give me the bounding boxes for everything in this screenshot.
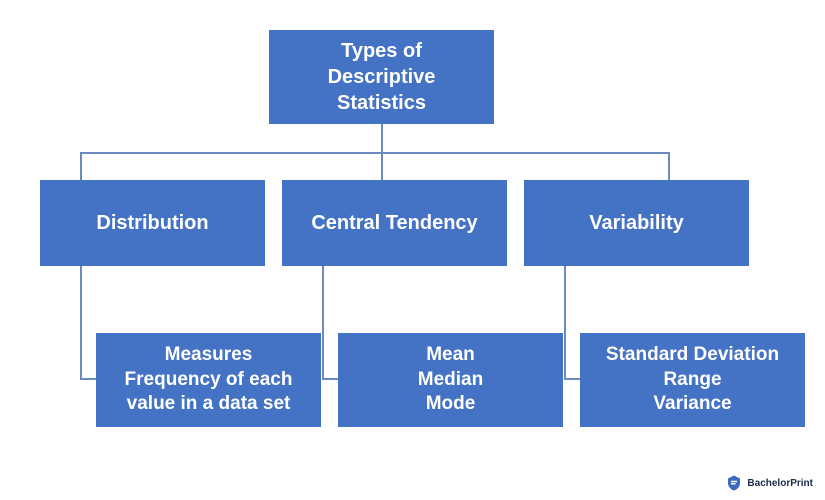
- brand-logo: BachelorPrint: [725, 474, 813, 492]
- connector-drop-2: [668, 152, 670, 180]
- leaf-1-line-2: Mode: [426, 392, 476, 417]
- leaf-connector-1v: [322, 266, 324, 379]
- leaf-0-line-1: Frequency of each: [125, 368, 293, 393]
- branch-label-1: Central Tendency: [311, 210, 477, 236]
- root-line-0: Types of: [341, 38, 422, 64]
- leaf-2-line-2: Variance: [653, 392, 731, 417]
- brand-text: BachelorPrint: [747, 478, 813, 489]
- leaf-1-line-0: Mean: [426, 343, 475, 368]
- leaf-connector-2h: [564, 378, 580, 380]
- leaf-connector-2v: [564, 266, 566, 379]
- leaf-connector-0h: [80, 378, 96, 380]
- branch-box-distribution: Distribution: [40, 180, 265, 266]
- leaf-box-variability: Standard Deviation Range Variance: [580, 333, 805, 427]
- root-box: Types of Descriptive Statistics: [269, 30, 494, 124]
- connector-drop-0: [80, 152, 82, 180]
- leaf-0-line-2: value in a data set: [127, 392, 291, 417]
- leaf-connector-0v: [80, 266, 82, 379]
- branch-box-variability: Variability: [524, 180, 749, 266]
- connector-horiz: [80, 152, 670, 154]
- branch-label-2: Variability: [589, 210, 684, 236]
- branch-label-0: Distribution: [96, 210, 208, 236]
- connector-drop-1: [381, 152, 383, 180]
- root-line-1: Descriptive: [328, 64, 436, 90]
- leaf-box-distribution: Measures Frequency of each value in a da…: [96, 333, 321, 427]
- leaf-connector-1h: [322, 378, 338, 380]
- leaf-2-line-1: Range: [663, 368, 721, 393]
- root-line-2: Statistics: [337, 90, 426, 116]
- connector-root-drop: [381, 124, 383, 152]
- leaf-0-line-0: Measures: [165, 343, 253, 368]
- shield-icon: [725, 474, 743, 492]
- leaf-1-line-1: Median: [418, 368, 483, 393]
- leaf-box-central-tendency: Mean Median Mode: [338, 333, 563, 427]
- leaf-2-line-0: Standard Deviation: [606, 343, 779, 368]
- branch-box-central-tendency: Central Tendency: [282, 180, 507, 266]
